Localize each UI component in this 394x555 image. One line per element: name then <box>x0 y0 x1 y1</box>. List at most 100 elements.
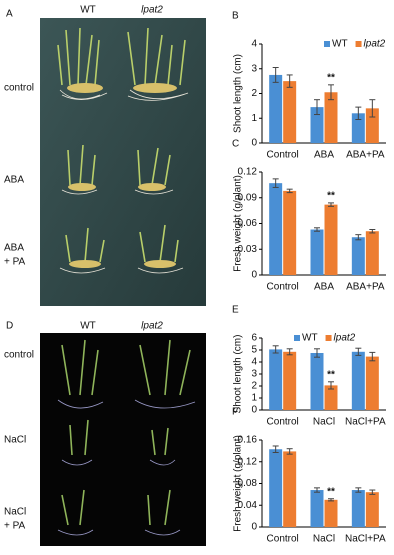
panel-letter: C <box>232 139 239 150</box>
bar <box>283 190 297 275</box>
y-axis-label: Fresh weight (g/plant) <box>233 175 244 272</box>
bar <box>283 351 297 410</box>
bar <box>324 499 338 527</box>
bar <box>351 237 365 275</box>
bar <box>324 385 338 410</box>
x-tick-label: ABA <box>314 150 334 161</box>
y-tick-label: 1 <box>251 113 257 124</box>
y-tick-label: 0.12 <box>238 456 258 467</box>
row-label: NaCl <box>4 435 26 446</box>
bar <box>324 92 338 143</box>
legend-swatch <box>325 335 332 341</box>
y-tick-label: 4 <box>251 357 257 368</box>
bar <box>269 449 283 527</box>
bar <box>365 108 379 143</box>
bar <box>269 349 283 410</box>
panel-letter: E <box>232 305 239 316</box>
panel-letter: D <box>6 321 13 332</box>
x-tick-label: ABA <box>314 282 334 293</box>
row-label: ABA <box>4 243 24 254</box>
legend-swatch <box>355 41 362 47</box>
seeds <box>68 183 96 191</box>
significance: ** <box>327 191 335 202</box>
photo-aba <box>40 18 206 306</box>
column-label: WT <box>80 5 96 16</box>
y-tick-label: 0 <box>251 522 257 533</box>
y-tick-label: 6 <box>251 333 257 344</box>
x-tick-label: Control <box>267 417 299 428</box>
x-tick-label: Control <box>267 282 299 293</box>
seeds <box>144 260 176 268</box>
legend-swatch <box>324 41 330 47</box>
y-tick-label: 0.06 <box>238 218 258 229</box>
column-label: WT <box>80 321 96 332</box>
x-tick-label: Control <box>267 534 299 545</box>
y-tick-label: 0.08 <box>238 478 258 489</box>
bar <box>365 356 379 410</box>
y-axis-label: Shoot length (cm) <box>233 335 244 414</box>
x-tick-label: NaCl <box>313 534 335 545</box>
y-tick-label: 0.03 <box>238 244 258 255</box>
seeds <box>67 83 103 93</box>
y-axis-label: Shoot length (cm) <box>233 54 244 133</box>
panel-letter: F <box>232 407 238 418</box>
y-tick-label: 5 <box>251 345 257 356</box>
significance: ** <box>327 486 335 497</box>
legend-label: lpat2 <box>364 39 386 50</box>
roots <box>57 89 196 536</box>
y-tick-label: 0.12 <box>238 167 258 178</box>
bar <box>283 451 297 527</box>
bar <box>310 229 324 275</box>
significance: ** <box>327 72 335 83</box>
y-tick-label: 1 <box>251 393 257 404</box>
bar <box>269 74 283 143</box>
y-tick-label: 0 <box>251 405 257 416</box>
row-label: control <box>4 83 34 94</box>
x-tick-label: ABA+PA <box>346 150 385 161</box>
row-label: control <box>4 350 34 361</box>
legend-label: lpat2 <box>334 333 356 344</box>
bar <box>351 490 365 527</box>
bar <box>324 204 338 275</box>
y-tick-label: 0 <box>251 138 257 149</box>
y-axis-label: Fresh weight (g/plant) <box>233 435 244 532</box>
seeds <box>69 260 101 268</box>
bar <box>351 351 365 410</box>
legend-label: WT <box>332 39 348 50</box>
y-tick-label: 0.16 <box>238 435 258 446</box>
bar <box>310 107 324 143</box>
bar <box>365 492 379 527</box>
y-tick-label: 0.04 <box>238 500 258 511</box>
panel-letter: A <box>6 9 13 20</box>
bar <box>310 353 324 410</box>
bar <box>283 81 297 143</box>
x-tick-label: NaCl <box>313 417 335 428</box>
bar <box>269 183 283 275</box>
seeds <box>138 183 166 191</box>
x-tick-label: NaCl+PA <box>345 534 386 545</box>
bar <box>351 113 365 143</box>
bar <box>365 231 379 275</box>
photo-nacl <box>40 333 206 546</box>
x-tick-label: Control <box>267 150 299 161</box>
row-label: + PA <box>4 257 26 268</box>
row-label: + PA <box>4 521 26 532</box>
x-tick-label: ABA+PA <box>346 282 385 293</box>
bar <box>310 490 324 527</box>
y-tick-label: 3 <box>251 369 257 380</box>
y-tick-label: 0.09 <box>238 192 258 203</box>
y-tick-label: 0 <box>251 270 257 281</box>
column-label: lpat2 <box>141 321 163 332</box>
significance: ** <box>327 369 335 380</box>
row-label: ABA <box>4 175 24 186</box>
seedlings <box>57 27 191 526</box>
y-tick-label: 2 <box>251 88 257 99</box>
legend-label: WT <box>302 333 318 344</box>
seeds <box>133 83 177 93</box>
panel-letter: B <box>232 11 239 22</box>
y-tick-label: 2 <box>251 381 257 392</box>
row-label: NaCl <box>4 507 26 518</box>
legend-swatch <box>294 335 300 341</box>
y-tick-label: 3 <box>251 63 257 74</box>
